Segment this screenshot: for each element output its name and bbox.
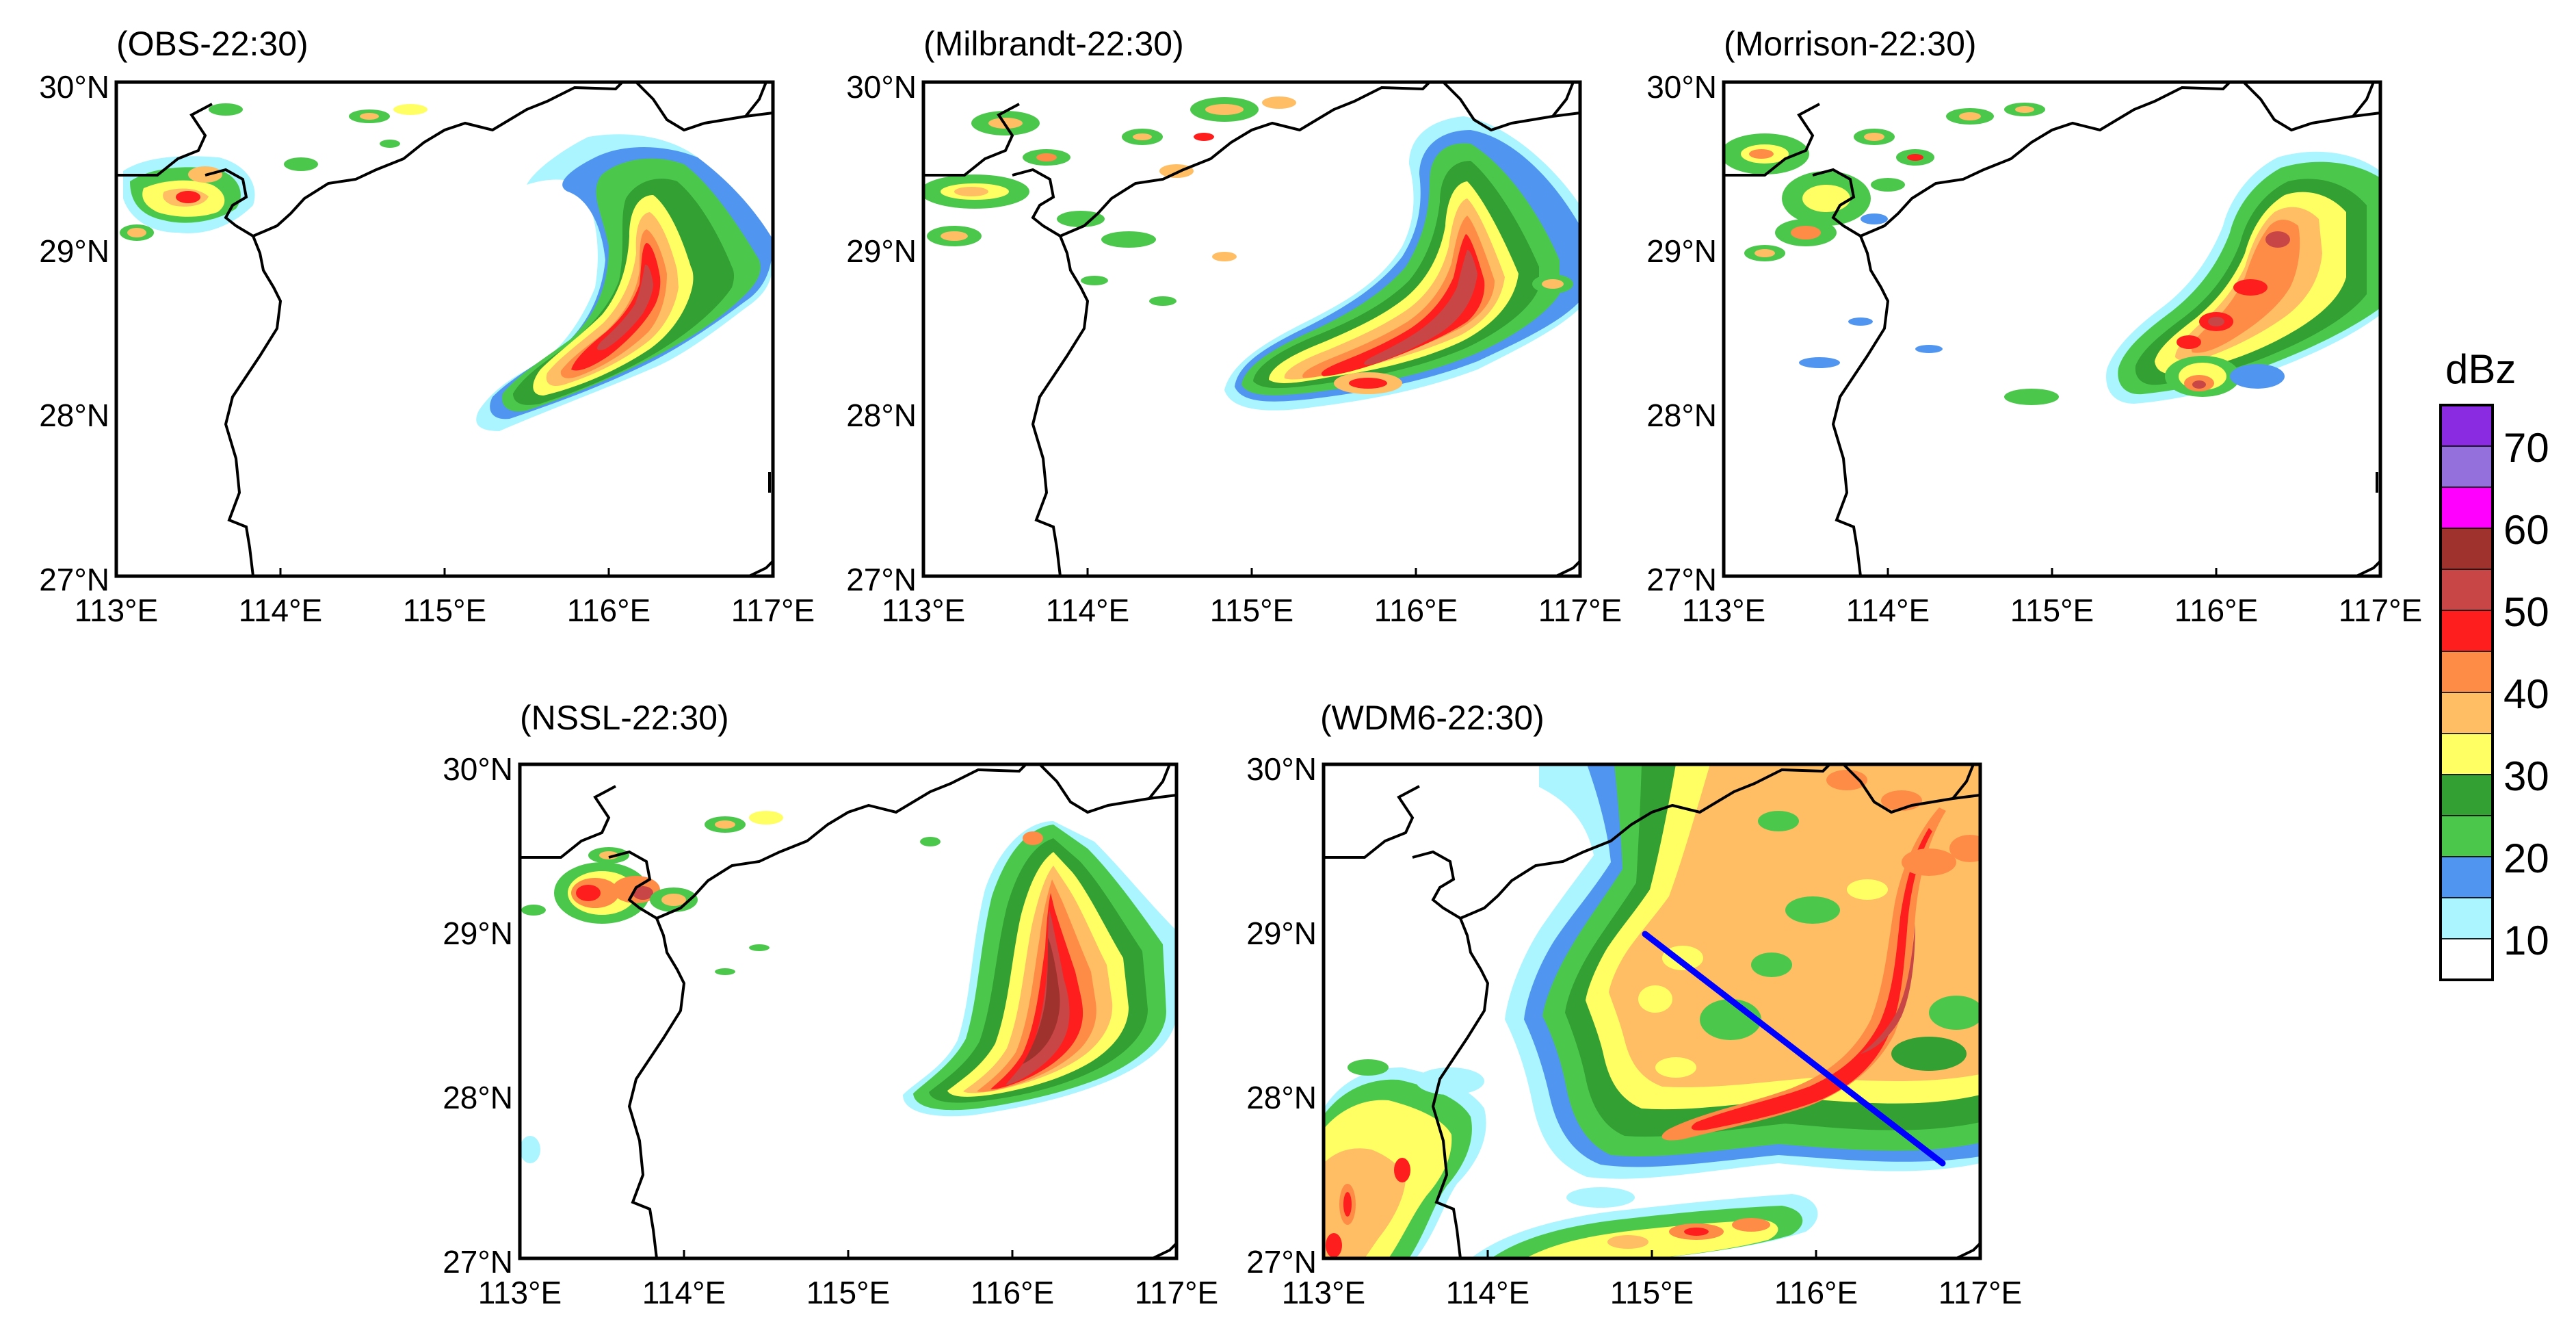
colorbar-label: 10 <box>2503 918 2549 963</box>
lat-label: 28°N <box>1246 1080 1317 1115</box>
lon-label: 115°E <box>2010 593 2094 628</box>
lon-label: 114°E <box>1845 593 1930 628</box>
lon-label: 117°E <box>1538 593 1622 628</box>
panel-obs: (OBS-22:30) <box>0 0 657 498</box>
lon-label: 115°E <box>806 1275 891 1310</box>
border-lines-morrison <box>1724 82 2380 576</box>
panel-nssl: (NSSL-22:30) <box>404 674 1060 1172</box>
border-lines-milbrandt <box>923 82 1580 576</box>
tick-marks <box>279 568 2218 1258</box>
colorbar-swatch <box>2440 404 2493 447</box>
panel-milbrandt: (Milbrandt-22:30) <box>807 0 1464 498</box>
lon-label: 116°E <box>1374 593 1458 628</box>
colorbar-swatch <box>2440 651 2493 693</box>
lon-label: 113°E <box>74 593 159 628</box>
colorbar-swatch <box>2440 569 2493 611</box>
lon-label: 114°E <box>642 1275 726 1310</box>
panel-title: (Morrison-22:30) <box>1724 25 1977 63</box>
colorbar-swatch <box>2440 815 2493 857</box>
lat-label: 28°N <box>846 398 917 433</box>
lat-label: 29°N <box>443 916 513 951</box>
lon-label: 116°E <box>970 1275 1055 1310</box>
border-lines-obs <box>116 82 773 576</box>
colorbar-swatch <box>2440 487 2493 529</box>
lon-label: 115°E <box>1209 593 1294 628</box>
lat-label: 29°N <box>39 233 109 269</box>
lon-label: 113°E <box>881 593 966 628</box>
lat-label: 27°N <box>39 562 109 597</box>
lon-label: 114°E <box>1445 1275 1530 1310</box>
lat-label: 28°N <box>1646 398 1717 433</box>
cross-section-line <box>1642 931 1946 1167</box>
colorbar-label: 30 <box>2503 753 2549 799</box>
panel-title: (WDM6-22:30) <box>1320 699 1545 737</box>
lat-label: 28°N <box>39 398 109 433</box>
lon-label: 116°E <box>1774 1275 1858 1310</box>
lat-label: 28°N <box>443 1080 513 1115</box>
panel-morrison: (Morrison-22:30) <box>1607 0 2264 498</box>
lon-label: 116°E <box>566 593 651 628</box>
lat-label: 29°N <box>846 233 917 269</box>
lon-label: 113°E <box>1281 1275 1366 1310</box>
border-lines-nssl <box>520 764 1177 1258</box>
lat-label: 27°N <box>846 562 917 597</box>
border-lines-wdm6 <box>1324 764 1980 1258</box>
radar-field-obs <box>120 103 773 431</box>
colorbar-swatch <box>2440 897 2493 939</box>
radar-field-morrison <box>1724 103 2380 405</box>
lat-label: 27°N <box>443 1244 513 1280</box>
colorbar-swatch <box>2440 938 2493 981</box>
lon-label: 117°E <box>1134 1275 1219 1310</box>
panel-title: (Milbrandt-22:30) <box>923 25 1184 63</box>
colorbar-swatch <box>2440 856 2493 898</box>
lon-label: 117°E <box>2338 593 2423 628</box>
lon-label: 117°E <box>731 593 815 628</box>
panel-title: (NSSL-22:30) <box>520 699 729 737</box>
colorbar-swatch <box>2440 774 2493 816</box>
panel-title: (OBS-22:30) <box>116 25 308 63</box>
colorbar-swatch <box>2440 610 2493 652</box>
colorbar-swatch <box>2440 445 2493 488</box>
lat-label: 30°N <box>443 751 513 787</box>
lat-label: 30°N <box>1246 751 1317 787</box>
radar-field-milbrandt <box>923 96 1580 411</box>
lon-label: 115°E <box>402 593 487 628</box>
lat-label: 30°N <box>39 69 109 105</box>
lat-label: 27°N <box>1246 1244 1317 1280</box>
colorbar-label: 20 <box>2503 835 2549 881</box>
colorbar-title: dBz <box>2445 346 2516 392</box>
lon-label: 115°E <box>1609 1275 1694 1310</box>
radar-field-nssl <box>520 811 1177 1163</box>
lon-label: 116°E <box>2174 593 2259 628</box>
lat-label: 30°N <box>846 69 917 105</box>
colorbar-label: 40 <box>2503 671 2549 717</box>
lon-label: 113°E <box>477 1275 562 1310</box>
colorbar <box>2439 404 2494 981</box>
lat-label: 30°N <box>1646 69 1717 105</box>
colorbar-swatch <box>2440 692 2493 734</box>
colorbar-label: 70 <box>2503 425 2549 471</box>
lat-label: 29°N <box>1646 233 1717 269</box>
lon-label: 113°E <box>1681 593 1766 628</box>
lon-label: 117°E <box>1938 1275 2023 1310</box>
colorbar-label: 50 <box>2503 589 2549 635</box>
lat-label: 27°N <box>1646 562 1717 597</box>
colorbar-swatch <box>2440 528 2493 570</box>
lat-label: 29°N <box>1246 916 1317 951</box>
colorbar-swatches <box>2440 404 2493 981</box>
colorbar-swatch <box>2440 733 2493 775</box>
lon-label: 114°E <box>238 593 323 628</box>
radar-field-wdm6 <box>1324 764 1980 1258</box>
colorbar-label: 60 <box>2503 507 2549 553</box>
panel-wdm6: (WDM6-22:30) <box>1204 674 1861 1172</box>
lon-label: 114°E <box>1045 593 1130 628</box>
